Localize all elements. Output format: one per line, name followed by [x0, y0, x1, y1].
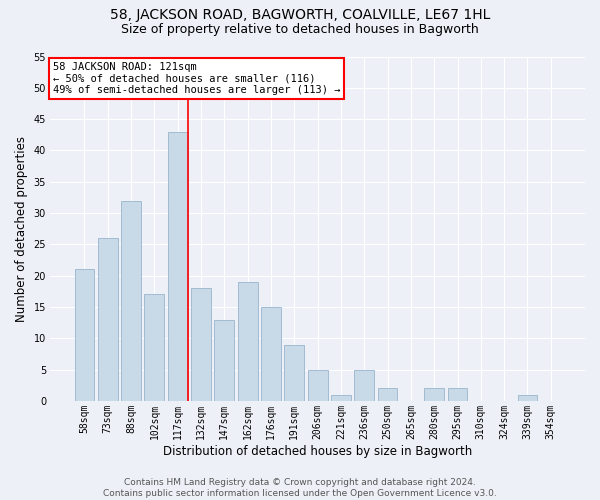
Bar	[74, 270, 94, 401]
Bar	[308, 370, 328, 401]
Bar	[145, 294, 164, 401]
Bar	[284, 344, 304, 401]
Bar	[261, 307, 281, 401]
Bar	[238, 282, 257, 401]
Bar	[355, 370, 374, 401]
Bar	[377, 388, 397, 401]
Text: Size of property relative to detached houses in Bagworth: Size of property relative to detached ho…	[121, 22, 479, 36]
Bar	[168, 132, 188, 401]
Bar	[121, 200, 141, 401]
Text: 58 JACKSON ROAD: 121sqm
← 50% of detached houses are smaller (116)
49% of semi-d: 58 JACKSON ROAD: 121sqm ← 50% of detache…	[53, 62, 340, 95]
Bar	[214, 320, 234, 401]
Bar	[448, 388, 467, 401]
Bar	[191, 288, 211, 401]
Bar	[331, 394, 351, 401]
Y-axis label: Number of detached properties: Number of detached properties	[15, 136, 28, 322]
Bar	[518, 394, 538, 401]
Bar	[424, 388, 444, 401]
Bar	[98, 238, 118, 401]
X-axis label: Distribution of detached houses by size in Bagworth: Distribution of detached houses by size …	[163, 444, 472, 458]
Text: 58, JACKSON ROAD, BAGWORTH, COALVILLE, LE67 1HL: 58, JACKSON ROAD, BAGWORTH, COALVILLE, L…	[110, 8, 490, 22]
Text: Contains HM Land Registry data © Crown copyright and database right 2024.
Contai: Contains HM Land Registry data © Crown c…	[103, 478, 497, 498]
